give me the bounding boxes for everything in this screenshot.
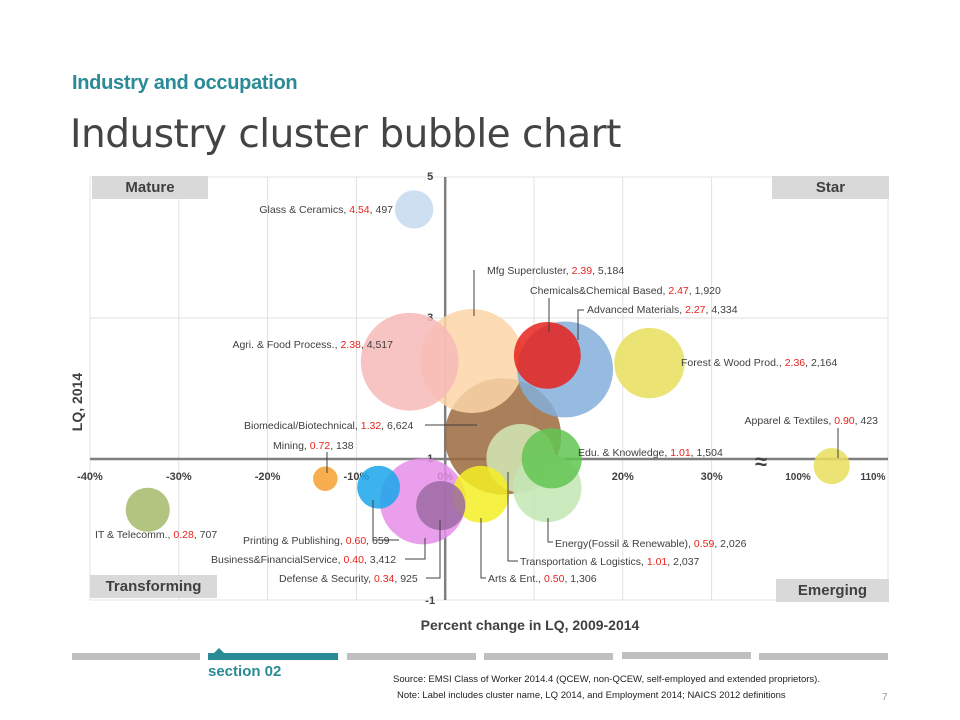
data-label: Glass & Ceramics, 4.54, 497	[259, 204, 393, 216]
data-label: Arts & Ent., 0.50, 1,306	[488, 573, 597, 585]
nav-segment-1[interactable]	[72, 653, 200, 660]
chart-leader-lines	[326, 270, 839, 579]
leader-line	[480, 518, 486, 579]
chart-bubbles	[125, 190, 850, 545]
quadrant-label-transforming: Transforming	[90, 575, 217, 598]
section-label: Industry and occupation	[72, 72, 298, 94]
data-label: Agri. & Food Process., 2.38, 4,517	[232, 339, 393, 351]
data-label: Apparel & Textiles, 0.90, 423	[745, 415, 879, 427]
section-progress-nav	[72, 652, 888, 661]
nav-segment-2[interactable]	[208, 653, 338, 660]
data-label: Mining, 0.72, 138	[273, 440, 354, 452]
bubble-it-telecomm	[125, 487, 170, 532]
data-label: Edu. & Knowledge, 1.01, 1,504	[578, 447, 723, 459]
footnote: Source: EMSI Class of Worker 2014.4 (QCE…	[393, 672, 820, 704]
data-label: Mfg Supercluster, 2.39, 5,184	[487, 265, 624, 277]
nav-segment-3[interactable]	[347, 653, 476, 660]
bubble-arts-ent	[452, 465, 510, 523]
x-tick-label: -30%	[166, 471, 192, 483]
leader-line	[547, 518, 553, 543]
data-label: Forest & Wood Prod., 2.36, 2,164	[681, 357, 837, 369]
bubble-defense-security	[416, 480, 466, 531]
bubble-glass-ceramics	[394, 190, 434, 229]
data-label: Advanced Materials, 2.27, 4,334	[587, 304, 738, 316]
bubble-mining	[313, 466, 338, 491]
definitions-note: Note: Label includes cluster name, LQ 20…	[397, 690, 786, 701]
y-tick-label: 5	[427, 171, 433, 183]
leader-line	[577, 309, 584, 340]
plot-frame	[89, 176, 889, 601]
data-label: Energy(Fossil & Renewable), 0.59, 2,026	[555, 538, 747, 550]
bubble-forest-wood-prod	[614, 327, 685, 399]
data-label: IT & Telecomm., 0.28, 707	[95, 529, 217, 541]
page-number: 7	[882, 692, 888, 703]
bubble-agri-food-process	[360, 312, 459, 411]
x-tick-label: 20%	[612, 471, 634, 483]
nav-segment-4[interactable]	[484, 653, 613, 660]
nav-active-label: section 02	[208, 663, 282, 680]
bubble-chemicals-chemical-based	[513, 321, 581, 389]
leader-line	[405, 538, 426, 560]
quadrant-label-mature: Mature	[92, 176, 208, 199]
nav-segment-6[interactable]	[759, 653, 888, 660]
leader-line	[507, 472, 518, 562]
bubble-printing-publishing	[357, 465, 401, 509]
x-tick-label: 30%	[701, 471, 723, 483]
bubble-edu-knowledge	[521, 428, 582, 489]
leader-line	[372, 500, 399, 541]
bubble-apparel-textiles	[813, 447, 850, 485]
data-label: Biomedical/Biotechnical, 1.32, 6,624	[244, 420, 413, 432]
x-tick-label: -40%	[77, 471, 103, 483]
data-label: Defense & Security, 0.34, 925	[279, 573, 418, 585]
y-axis-title: LQ, 2014	[69, 373, 85, 432]
nav-active-pointer-icon	[213, 648, 225, 654]
quadrant-label-star: Star	[772, 176, 889, 199]
source-note: Source: EMSI Class of Worker 2014.4 (QCE…	[393, 674, 820, 685]
data-label: Business&FinancialService, 0.40, 3,412	[211, 554, 396, 566]
x-tick-label-broken: 100%	[785, 472, 811, 483]
data-label: Chemicals&Chemical Based, 2.47, 1,920	[530, 285, 721, 297]
axis-break-symbol: ≈	[755, 449, 767, 474]
data-label: Transportation & Logistics, 1.01, 2,037	[520, 556, 700, 568]
nav-segment-5[interactable]	[622, 652, 751, 659]
x-axis-title: Percent change in LQ, 2009-2014	[421, 617, 640, 633]
y-tick-label: -1	[425, 595, 435, 607]
quadrant-label-emerging: Emerging	[776, 579, 889, 602]
page-title: Industry cluster bubble chart	[70, 112, 621, 157]
x-tick-label-broken: 110%	[860, 472, 885, 483]
chart-data-labels: Glass & Ceramics, 4.54, 497 Mfg Superclus…	[95, 204, 878, 585]
data-label: Printing & Publishing, 0.60, 659	[243, 535, 390, 547]
x-tick-label: -20%	[255, 471, 281, 483]
leader-line	[426, 520, 441, 579]
